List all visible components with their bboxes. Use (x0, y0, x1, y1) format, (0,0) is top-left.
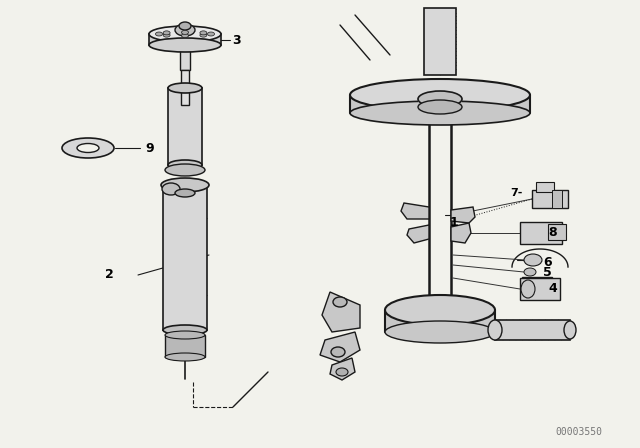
Ellipse shape (333, 297, 347, 307)
Ellipse shape (182, 30, 189, 34)
Text: 7-: 7- (510, 188, 522, 198)
Ellipse shape (168, 83, 202, 93)
Ellipse shape (77, 143, 99, 152)
Polygon shape (451, 223, 471, 243)
Bar (548, 224, 566, 240)
Bar (181, 70, 189, 105)
Polygon shape (451, 207, 475, 223)
Polygon shape (320, 332, 360, 362)
Ellipse shape (418, 91, 462, 107)
Bar (424, 8, 456, 75)
Ellipse shape (385, 295, 495, 325)
Ellipse shape (182, 34, 189, 38)
Text: 1: 1 (450, 215, 459, 228)
Ellipse shape (162, 183, 180, 195)
Ellipse shape (179, 22, 191, 30)
Bar (520, 222, 562, 244)
Ellipse shape (200, 31, 207, 35)
Ellipse shape (336, 368, 348, 376)
Ellipse shape (524, 268, 536, 276)
Ellipse shape (350, 101, 530, 125)
Bar (180, 48, 190, 70)
Ellipse shape (175, 24, 195, 36)
Ellipse shape (350, 79, 530, 111)
Bar (149, 34, 221, 45)
Bar (552, 190, 562, 208)
Bar (385, 310, 495, 332)
Polygon shape (330, 358, 355, 380)
Ellipse shape (564, 321, 576, 339)
Ellipse shape (521, 280, 535, 298)
Text: 2: 2 (105, 268, 114, 281)
Ellipse shape (385, 321, 495, 343)
Polygon shape (407, 225, 429, 243)
Ellipse shape (175, 189, 195, 197)
Ellipse shape (62, 138, 114, 158)
Bar (536, 182, 554, 192)
Bar (418, 99, 462, 111)
Polygon shape (401, 203, 429, 219)
Bar (495, 320, 570, 340)
Ellipse shape (149, 26, 221, 42)
Ellipse shape (165, 353, 205, 361)
Ellipse shape (163, 31, 170, 35)
Polygon shape (322, 292, 360, 332)
Text: 4: 4 (548, 281, 557, 294)
Bar (522, 277, 552, 295)
Ellipse shape (163, 325, 207, 335)
Bar (168, 88, 202, 165)
Ellipse shape (149, 38, 221, 52)
Text: 5: 5 (543, 266, 552, 279)
Ellipse shape (168, 160, 202, 170)
Bar (532, 190, 568, 208)
Bar (163, 185, 207, 330)
Ellipse shape (156, 32, 163, 36)
Bar (520, 278, 560, 300)
Bar (350, 95, 530, 113)
Ellipse shape (200, 33, 207, 37)
Text: 6: 6 (543, 255, 552, 268)
Ellipse shape (524, 254, 542, 266)
Ellipse shape (165, 164, 205, 176)
Text: 9: 9 (145, 142, 154, 155)
Text: 00003550: 00003550 (555, 427, 602, 437)
Bar (165, 335, 205, 357)
Ellipse shape (488, 320, 502, 340)
Ellipse shape (163, 33, 170, 37)
Ellipse shape (418, 100, 462, 114)
Ellipse shape (165, 331, 205, 339)
Ellipse shape (161, 178, 209, 192)
Ellipse shape (207, 32, 214, 36)
Ellipse shape (331, 347, 345, 357)
Text: 8: 8 (548, 225, 557, 238)
Text: 3: 3 (232, 34, 241, 47)
